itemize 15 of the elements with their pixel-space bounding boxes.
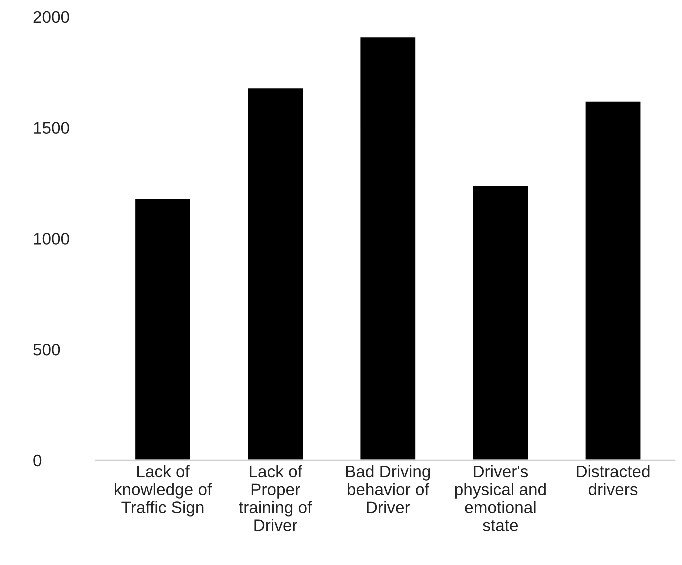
x-tick-label: Lack of Proper training of Driver bbox=[239, 465, 312, 532]
bar bbox=[472, 184, 530, 460]
x-tick-label: Bad Driving behavior of Driver bbox=[346, 465, 430, 514]
y-tick-label: 1500 bbox=[34, 122, 70, 134]
y-tick-label: 500 bbox=[34, 344, 60, 356]
y-tick-label: 0 bbox=[34, 454, 42, 467]
y-tick-label: 1000 bbox=[34, 233, 70, 245]
bar bbox=[584, 100, 642, 460]
x-tick-label: Distracted drivers bbox=[577, 465, 650, 496]
bar bbox=[134, 198, 192, 460]
bar bbox=[246, 87, 304, 460]
y-tick-label: 2000 bbox=[34, 11, 70, 24]
bar bbox=[359, 36, 417, 460]
x-tick-label: Lack of knowledge of Traffic Sign bbox=[115, 465, 212, 517]
x-tick-label: Driver's physical and emotional state bbox=[455, 465, 546, 532]
